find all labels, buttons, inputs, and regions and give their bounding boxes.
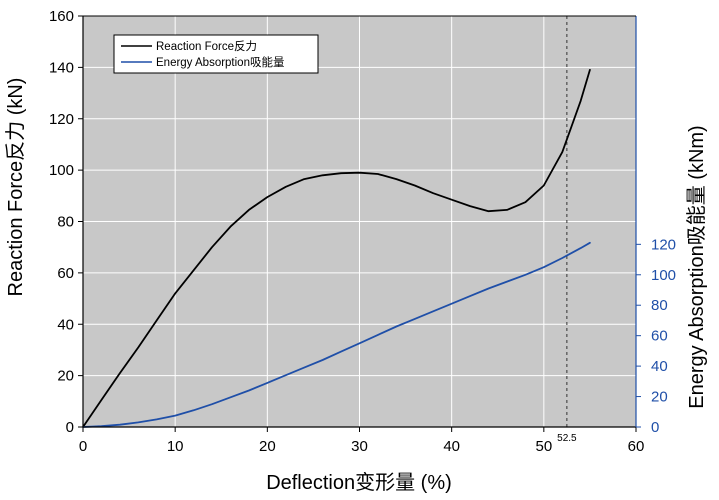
y2-tick-label: 120 bbox=[651, 236, 676, 253]
legend-box bbox=[113, 34, 319, 74]
y2-tick-label: 60 bbox=[651, 328, 668, 345]
x-tick-label: 50 bbox=[535, 438, 552, 455]
x-tick-label: 0 bbox=[79, 438, 87, 455]
y-tick-label: 0 bbox=[66, 419, 74, 436]
x-tick-label: 10 bbox=[167, 438, 184, 455]
x-axis-label: Deflection变形量 (%) bbox=[266, 471, 452, 494]
y2-axis-label: Energy Absorption吸能量 (kNm) bbox=[685, 125, 708, 408]
y-tick-label: 160 bbox=[49, 8, 74, 25]
y-tick-label: 20 bbox=[57, 368, 74, 385]
legend-label-reaction-force: Reaction Force反力 bbox=[156, 40, 257, 53]
x-tick-label: 60 bbox=[628, 438, 645, 455]
y2-tick-label: 100 bbox=[651, 267, 676, 284]
ticks-layer: 0 10 20 30 40 50 60 0 20 40 60 80 100 120 140 160 0 20 40 6… bbox=[49, 8, 676, 455]
x-tick-label: 30 bbox=[351, 438, 368, 455]
y2-tick-label: 0 bbox=[651, 419, 659, 436]
y-tick-label: 140 bbox=[49, 59, 74, 76]
legend: Reaction Force反力 Energy Absorption吸能量 bbox=[113, 34, 319, 74]
y2-tick-label: 40 bbox=[651, 358, 668, 375]
x-tick-label: 40 bbox=[443, 438, 460, 455]
y2-tick-label: 80 bbox=[651, 297, 668, 314]
series-layer bbox=[82, 69, 591, 428]
y-axis-label: Reaction Force反力 (kN) bbox=[4, 78, 27, 297]
y-tick-label: 100 bbox=[49, 162, 74, 179]
grid-layer bbox=[83, 16, 636, 427]
vline-label: 52.5 bbox=[557, 433, 577, 444]
legend-label-energy-absorption: Energy Absorption吸能量 bbox=[156, 55, 284, 69]
y-tick-label: 60 bbox=[57, 265, 74, 282]
y-tick-label: 40 bbox=[57, 316, 74, 333]
y-tick-label: 80 bbox=[57, 214, 74, 231]
series-line-reaction-force bbox=[82, 69, 591, 428]
annotation-layer: 52.5 bbox=[557, 16, 577, 444]
y2-tick-label: 20 bbox=[651, 389, 668, 406]
series-line-energy-absorption bbox=[82, 241, 591, 428]
x-tick-label: 20 bbox=[259, 438, 276, 455]
y-tick-label: 120 bbox=[49, 111, 74, 128]
